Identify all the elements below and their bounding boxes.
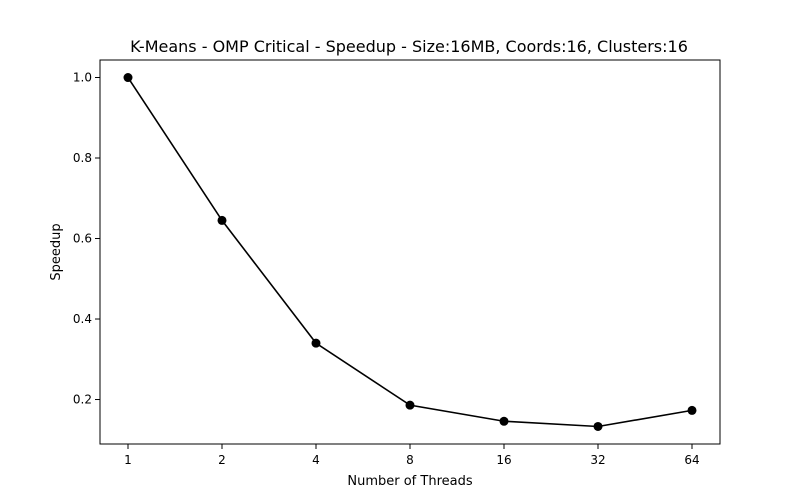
x-tick-label: 4: [312, 453, 320, 467]
data-point: [311, 338, 321, 348]
chart-title: K-Means - OMP Critical - Speedup - Size:…: [130, 37, 688, 56]
data-point: [123, 73, 133, 83]
y-tick-label: 0.4: [73, 312, 92, 326]
y-tick-label: 0.2: [73, 393, 92, 407]
x-tick-label: 1: [124, 453, 132, 467]
x-tick-label: 2: [218, 453, 226, 467]
series-line: [127, 77, 693, 428]
x-axis: 1 2 4 8 16 32 64: [124, 444, 700, 467]
data-point: [405, 400, 415, 410]
x-tick-label: 64: [684, 453, 699, 467]
data-point: [499, 416, 509, 426]
y-tick-label: 0.8: [73, 151, 92, 165]
x-tick-label: 32: [590, 453, 605, 467]
x-tick-label: 8: [406, 453, 414, 467]
plot-area-frame: [99, 59, 721, 445]
y-axis: 0.2 0.4 0.6 0.8 1.0: [73, 71, 100, 407]
y-tick-label: 1.0: [73, 71, 92, 85]
y-axis-label: Speedup: [49, 223, 64, 280]
x-tick-label: 16: [496, 453, 511, 467]
data-point: [593, 421, 603, 431]
data-point: [687, 405, 697, 415]
data-point: [217, 215, 227, 225]
y-tick-label: 0.6: [73, 232, 92, 246]
x-axis-label: Number of Threads: [347, 474, 472, 489]
series-layer: [123, 73, 697, 431]
